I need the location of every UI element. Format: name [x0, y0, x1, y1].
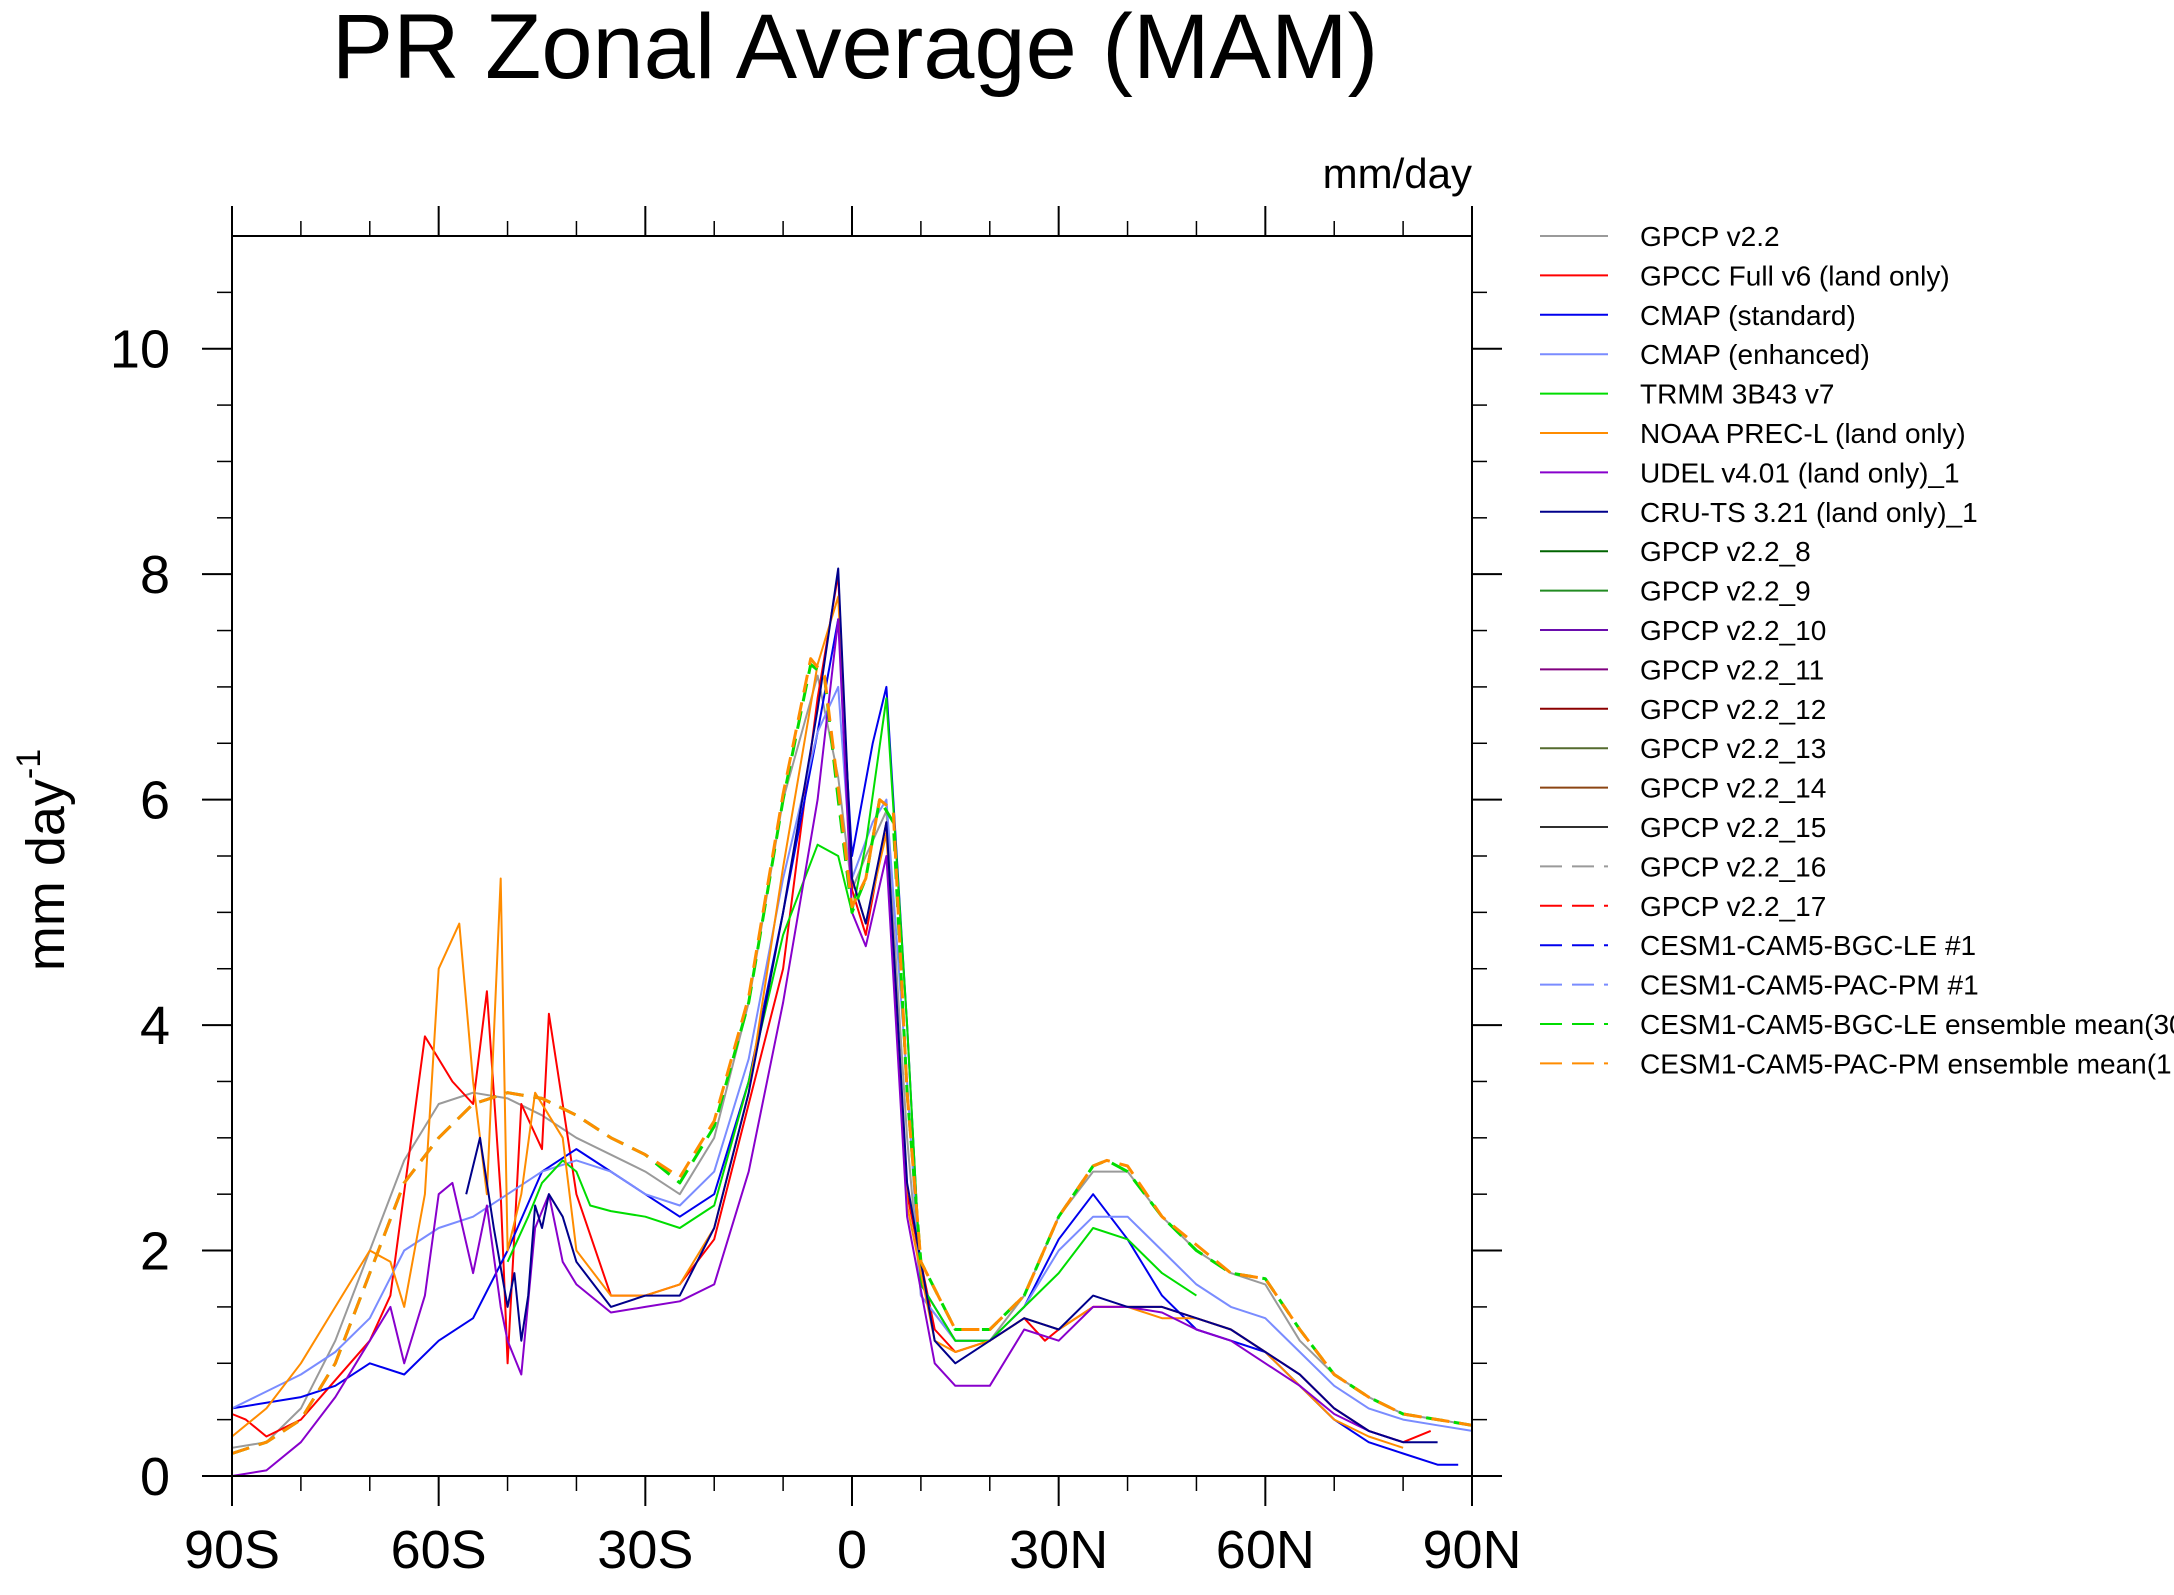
legend-item: CESM1-CAM5-PAC-PM #1 — [1540, 970, 1979, 1001]
series-line-udel-v4-01-land-only-1 — [231, 618, 1404, 1477]
legend-label: GPCP v2.2_14 — [1640, 773, 1826, 804]
y-tick-label: 2 — [140, 1222, 170, 1282]
legend-label: GPCC Full v6 (land only) — [1640, 260, 1950, 291]
legend-item: GPCP v2.2_12 — [1540, 694, 1826, 725]
legend-item: CESM1-CAM5-PAC-PM ensemble mean(1 — [1540, 1048, 2172, 1079]
legend-label: GPCP v2.2_17 — [1640, 891, 1826, 922]
x-tick-label: 0 — [837, 1520, 867, 1580]
legend-item: CMAP (enhanced) — [1540, 339, 1870, 370]
legend-item: GPCP v2.2_10 — [1540, 615, 1826, 646]
legend-item: GPCP v2.2_17 — [1540, 891, 1826, 922]
legend-label: GPCP v2.2_9 — [1640, 576, 1811, 607]
legend-item: GPCP v2.2_11 — [1540, 654, 1824, 685]
series-line-cmap-standard — [231, 618, 1459, 1466]
series-line-gpcp-v2-2 — [231, 674, 1473, 1449]
legend-item: CMAP (standard) — [1540, 300, 1856, 331]
series-line-noaa-prec-l-land-only — [231, 595, 1404, 1449]
x-tick-label: 90S — [184, 1520, 280, 1580]
series-line-cru-ts-3-21-land-only-1 — [465, 567, 1438, 1444]
legend-label: UDEL v4.01 (land only)_1 — [1640, 457, 1960, 488]
y-tick-label: 6 — [140, 771, 170, 831]
legend-label: GPCP v2.2_12 — [1640, 694, 1826, 725]
legend-label: CESM1-CAM5-BGC-LE ensemble mean(30 — [1640, 1009, 2174, 1040]
legend-item: GPCP v2.2_13 — [1540, 733, 1826, 764]
legend: GPCP v2.2 GPCC Full v6 (land only) CMAP (s… — [1540, 221, 2174, 1079]
legend-label: CESM1-CAM5-PAC-PM ensemble mean(1 — [1640, 1048, 2172, 1079]
x-tick-label: 30N — [1009, 1520, 1108, 1580]
x-tick-label: 60N — [1216, 1520, 1315, 1580]
legend-item: NOAA PREC-L (land only) — [1540, 418, 1966, 449]
y-axis-label: mm day-1 — [10, 749, 76, 971]
legend-label: GPCP v2.2_16 — [1640, 851, 1826, 882]
legend-label: NOAA PREC-L (land only) — [1640, 418, 1966, 449]
legend-item: GPCP v2.2_9 — [1540, 576, 1811, 607]
legend-label: CESM1-CAM5-BGC-LE #1 — [1640, 930, 1976, 961]
legend-label: GPCP v2.2_15 — [1640, 812, 1826, 843]
plot-axes: 90S 60S 30S 0 30N 60N 90N 0 2 4 6 8 10 — [110, 206, 1522, 1580]
legend-label: GPCP v2.2_13 — [1640, 733, 1826, 764]
legend-item: GPCP v2.2_8 — [1540, 536, 1811, 567]
y-tick-label: 10 — [110, 320, 170, 380]
legend-label: CESM1-CAM5-PAC-PM #1 — [1640, 970, 1979, 1001]
legend-label: CRU-TS 3.21 (land only)_1 — [1640, 497, 1978, 528]
series-line-cesm1-cam5-pac-pm-ensemble-mean-1 — [231, 657, 1473, 1455]
legend-label: GPCP v2.2_10 — [1640, 615, 1826, 646]
legend-item: CRU-TS 3.21 (land only)_1 — [1540, 497, 1978, 528]
legend-item: GPCC Full v6 (land only) — [1540, 260, 1950, 291]
chart-title: PR Zonal Average (MAM) — [332, 0, 1378, 98]
legend-item: GPCP v2.2_14 — [1540, 773, 1826, 804]
series-line-cesm1-cam5-bgc-le-ensemble-mean-30 — [231, 662, 1473, 1455]
legend-label: CMAP (enhanced) — [1640, 339, 1870, 370]
legend-label: GPCP v2.2_11 — [1640, 654, 1824, 685]
legend-item: GPCP v2.2_15 — [1540, 812, 1826, 843]
legend-item: CESM1-CAM5-BGC-LE #1 — [1540, 930, 1976, 961]
legend-item: GPCP v2.2_16 — [1540, 851, 1826, 882]
legend-label: TRMM 3B43 v7 — [1640, 379, 1835, 410]
units-label: mm/day — [1323, 150, 1472, 197]
legend-label: GPCP v2.2 — [1640, 221, 1780, 252]
legend-label: GPCP v2.2_8 — [1640, 536, 1811, 567]
y-tick-label: 4 — [140, 996, 170, 1056]
legend-item: TRMM 3B43 v7 — [1540, 379, 1835, 410]
legend-item: CESM1-CAM5-BGC-LE ensemble mean(30 — [1540, 1009, 2174, 1040]
series-line-cmap-enhanced — [231, 685, 1473, 1432]
plot-lines — [231, 567, 1473, 1477]
x-tick-label: 90N — [1422, 1520, 1521, 1580]
legend-item: GPCP v2.2 — [1540, 221, 1780, 252]
series-line-gpcc-full-v6-land-only — [231, 573, 1432, 1444]
legend-label: CMAP (standard) — [1640, 300, 1856, 331]
y-axis-label-main: mm day — [16, 779, 76, 971]
x-tick-label: 60S — [391, 1520, 487, 1580]
x-tick-label: 30S — [597, 1520, 693, 1580]
y-tick-label: 8 — [140, 545, 170, 605]
legend-item: UDEL v4.01 (land only)_1 — [1540, 457, 1960, 488]
y-axis-label-exponent: -1 — [10, 749, 48, 779]
y-tick-label: 0 — [140, 1447, 170, 1507]
series-line-trmm-3b43-v7 — [506, 697, 1197, 1342]
